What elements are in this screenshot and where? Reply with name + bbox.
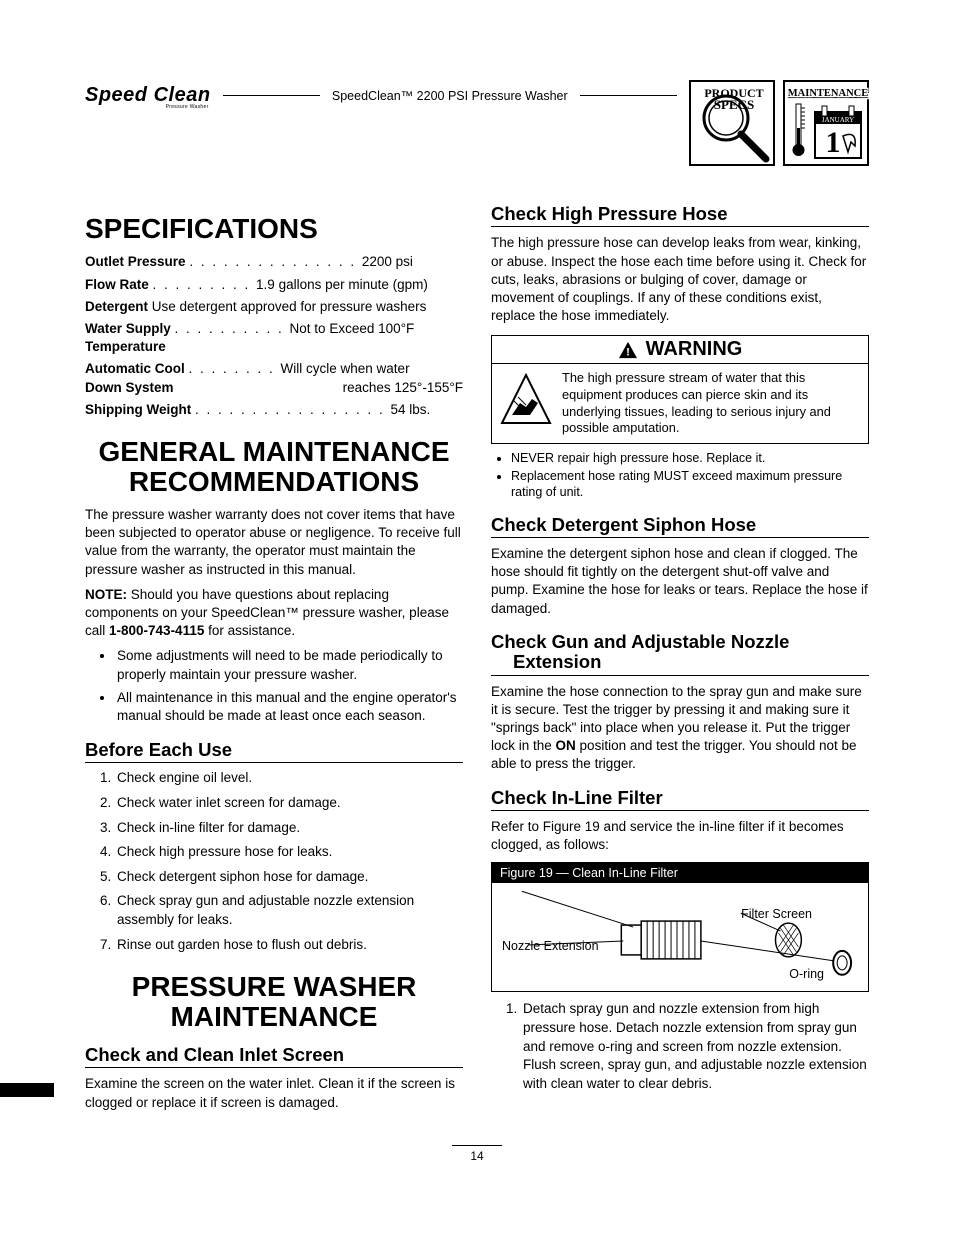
list-item: NEVER repair high pressure hose. Replace… (511, 450, 869, 466)
injection-hazard-icon (500, 373, 552, 425)
page-edge-tab (0, 1083, 54, 1097)
siphon-heading: Check Detergent Siphon Hose (491, 515, 869, 538)
logo-text: Speed Clean (85, 84, 211, 106)
svg-text:JANUARY: JANUARY (822, 116, 854, 124)
warning-body: The high pressure stream of water that t… (492, 364, 868, 443)
magnifier-icon: PRODUCT SPECS (691, 82, 777, 168)
figure-19: Figure 19 — Clean In-Line Filter (491, 862, 869, 992)
svg-text:MAINTENANCE: MAINTENANCE (788, 88, 869, 99)
general-heading: GENERAL MAINTENANCE RECOMMENDATIONS (85, 437, 463, 496)
page-header: Speed Clean Pressure Washer SpeedClean™ … (85, 80, 869, 166)
general-note: NOTE: Should you have questions about re… (85, 586, 463, 641)
fig-label-screen: Filter Screen (741, 907, 812, 921)
left-column: SPECIFICATIONS Outlet Pressure . . . . .… (85, 196, 463, 1119)
svg-text:SPECS: SPECS (714, 97, 754, 112)
figure-title: Figure 19 — Clean In-Line Filter (492, 863, 868, 883)
gun-text: Examine the hose connection to the spray… (491, 683, 869, 774)
svg-text:!: ! (626, 347, 630, 359)
list-item: Check spray gun and adjustable nozzle ex… (115, 892, 463, 929)
spec-autocool: Automatic Cool . . . . . . . . Will cycl… (85, 360, 463, 396)
siphon-text: Examine the detergent siphon hose and cl… (491, 545, 869, 618)
header-badges: PRODUCT SPECS MAINTENANCE (689, 80, 869, 166)
page-root: Speed Clean Pressure Washer SpeedClean™ … (0, 0, 954, 1183)
header-title: SpeedClean™ 2200 PSI Pressure Washer (332, 89, 568, 103)
product-specs-badge: PRODUCT SPECS (689, 80, 775, 166)
warning-triangle-icon: ! (618, 341, 638, 359)
hphose-text: The high pressure hose can develop leaks… (491, 234, 869, 325)
warning-header: ! WARNING (492, 336, 868, 364)
list-item: Check engine oil level. (115, 769, 463, 788)
before-heading: Before Each Use (85, 740, 463, 763)
list-item: Check in-line filter for damage. (115, 819, 463, 838)
logo-subtext: Pressure Washer (166, 104, 209, 110)
list-item: Check detergent siphon hose for damage. (115, 868, 463, 887)
list-item: Check water inlet screen for damage. (115, 794, 463, 813)
header-logo-row: Speed Clean Pressure Washer SpeedClean™ … (85, 84, 677, 107)
list-item: All maintenance in this manual and the e… (115, 689, 463, 726)
page-number: 14 (452, 1145, 502, 1163)
pw-maint-heading: PRESSURE WASHER MAINTENANCE (85, 972, 463, 1031)
filter-heading: Check In-Line Filter (491, 788, 869, 811)
calendar-icon: MAINTENANCE JANUARY 1 (785, 82, 871, 168)
gun-heading: Check Gun and Adjustable Nozzle Extensio… (491, 632, 869, 676)
svg-text:1: 1 (826, 126, 841, 159)
list-item: Rinse out garden hose to flush out debri… (115, 936, 463, 955)
filter-steps: Detach spray gun and nozzle extension fr… (491, 1000, 869, 1093)
figure-body: Filter Screen Nozzle Extension O-ring (492, 883, 868, 991)
warning-bullets: NEVER repair high pressure hose. Replace… (491, 450, 869, 501)
warning-box: ! WARNING The high pressure stream of wa… (491, 335, 869, 444)
fig-label-nozzle: Nozzle Extension (502, 939, 599, 953)
spec-weight: Shipping Weight . . . . . . . . . . . . … (85, 401, 463, 419)
logo: Speed Clean Pressure Washer (85, 84, 211, 107)
warning-text: The high pressure stream of water that t… (562, 370, 860, 437)
header-rule-right (580, 95, 677, 96)
spec-detergent: Detergent Use detergent approved for pre… (85, 298, 463, 316)
hphose-heading: Check High Pressure Hose (491, 204, 869, 227)
spec-flow: Flow Rate . . . . . . . . . 1.9 gallons … (85, 276, 463, 294)
fig-label-oring: O-ring (789, 967, 824, 981)
spec-water: Water Supply . . . . . . . . . . Not to … (85, 320, 463, 356)
general-bullets: Some adjustments will need to be made pe… (85, 647, 463, 726)
spec-outlet: Outlet Pressure . . . . . . . . . . . . … (85, 253, 463, 271)
list-item: Check high pressure hose for leaks. (115, 843, 463, 862)
before-list: Check engine oil level. Check water inle… (85, 769, 463, 954)
header-rule-left (223, 95, 320, 96)
filter-text: Refer to Figure 19 and service the in-li… (491, 818, 869, 854)
list-item: Replacement hose rating MUST exceed maxi… (511, 468, 869, 501)
right-column: Check High Pressure Hose The high pressu… (491, 196, 869, 1100)
inlet-text: Examine the screen on the water inlet. C… (85, 1075, 463, 1111)
general-para: The pressure washer warranty does not co… (85, 506, 463, 579)
warning-title: WARNING (646, 338, 743, 361)
inlet-heading: Check and Clean Inlet Screen (85, 1045, 463, 1068)
list-item: Some adjustments will need to be made pe… (115, 647, 463, 684)
content-columns: SPECIFICATIONS Outlet Pressure . . . . .… (85, 196, 869, 1119)
specs-heading: SPECIFICATIONS (85, 214, 463, 243)
maintenance-badge: MAINTENANCE JANUARY 1 (783, 80, 869, 166)
list-item: Detach spray gun and nozzle extension fr… (521, 1000, 869, 1093)
